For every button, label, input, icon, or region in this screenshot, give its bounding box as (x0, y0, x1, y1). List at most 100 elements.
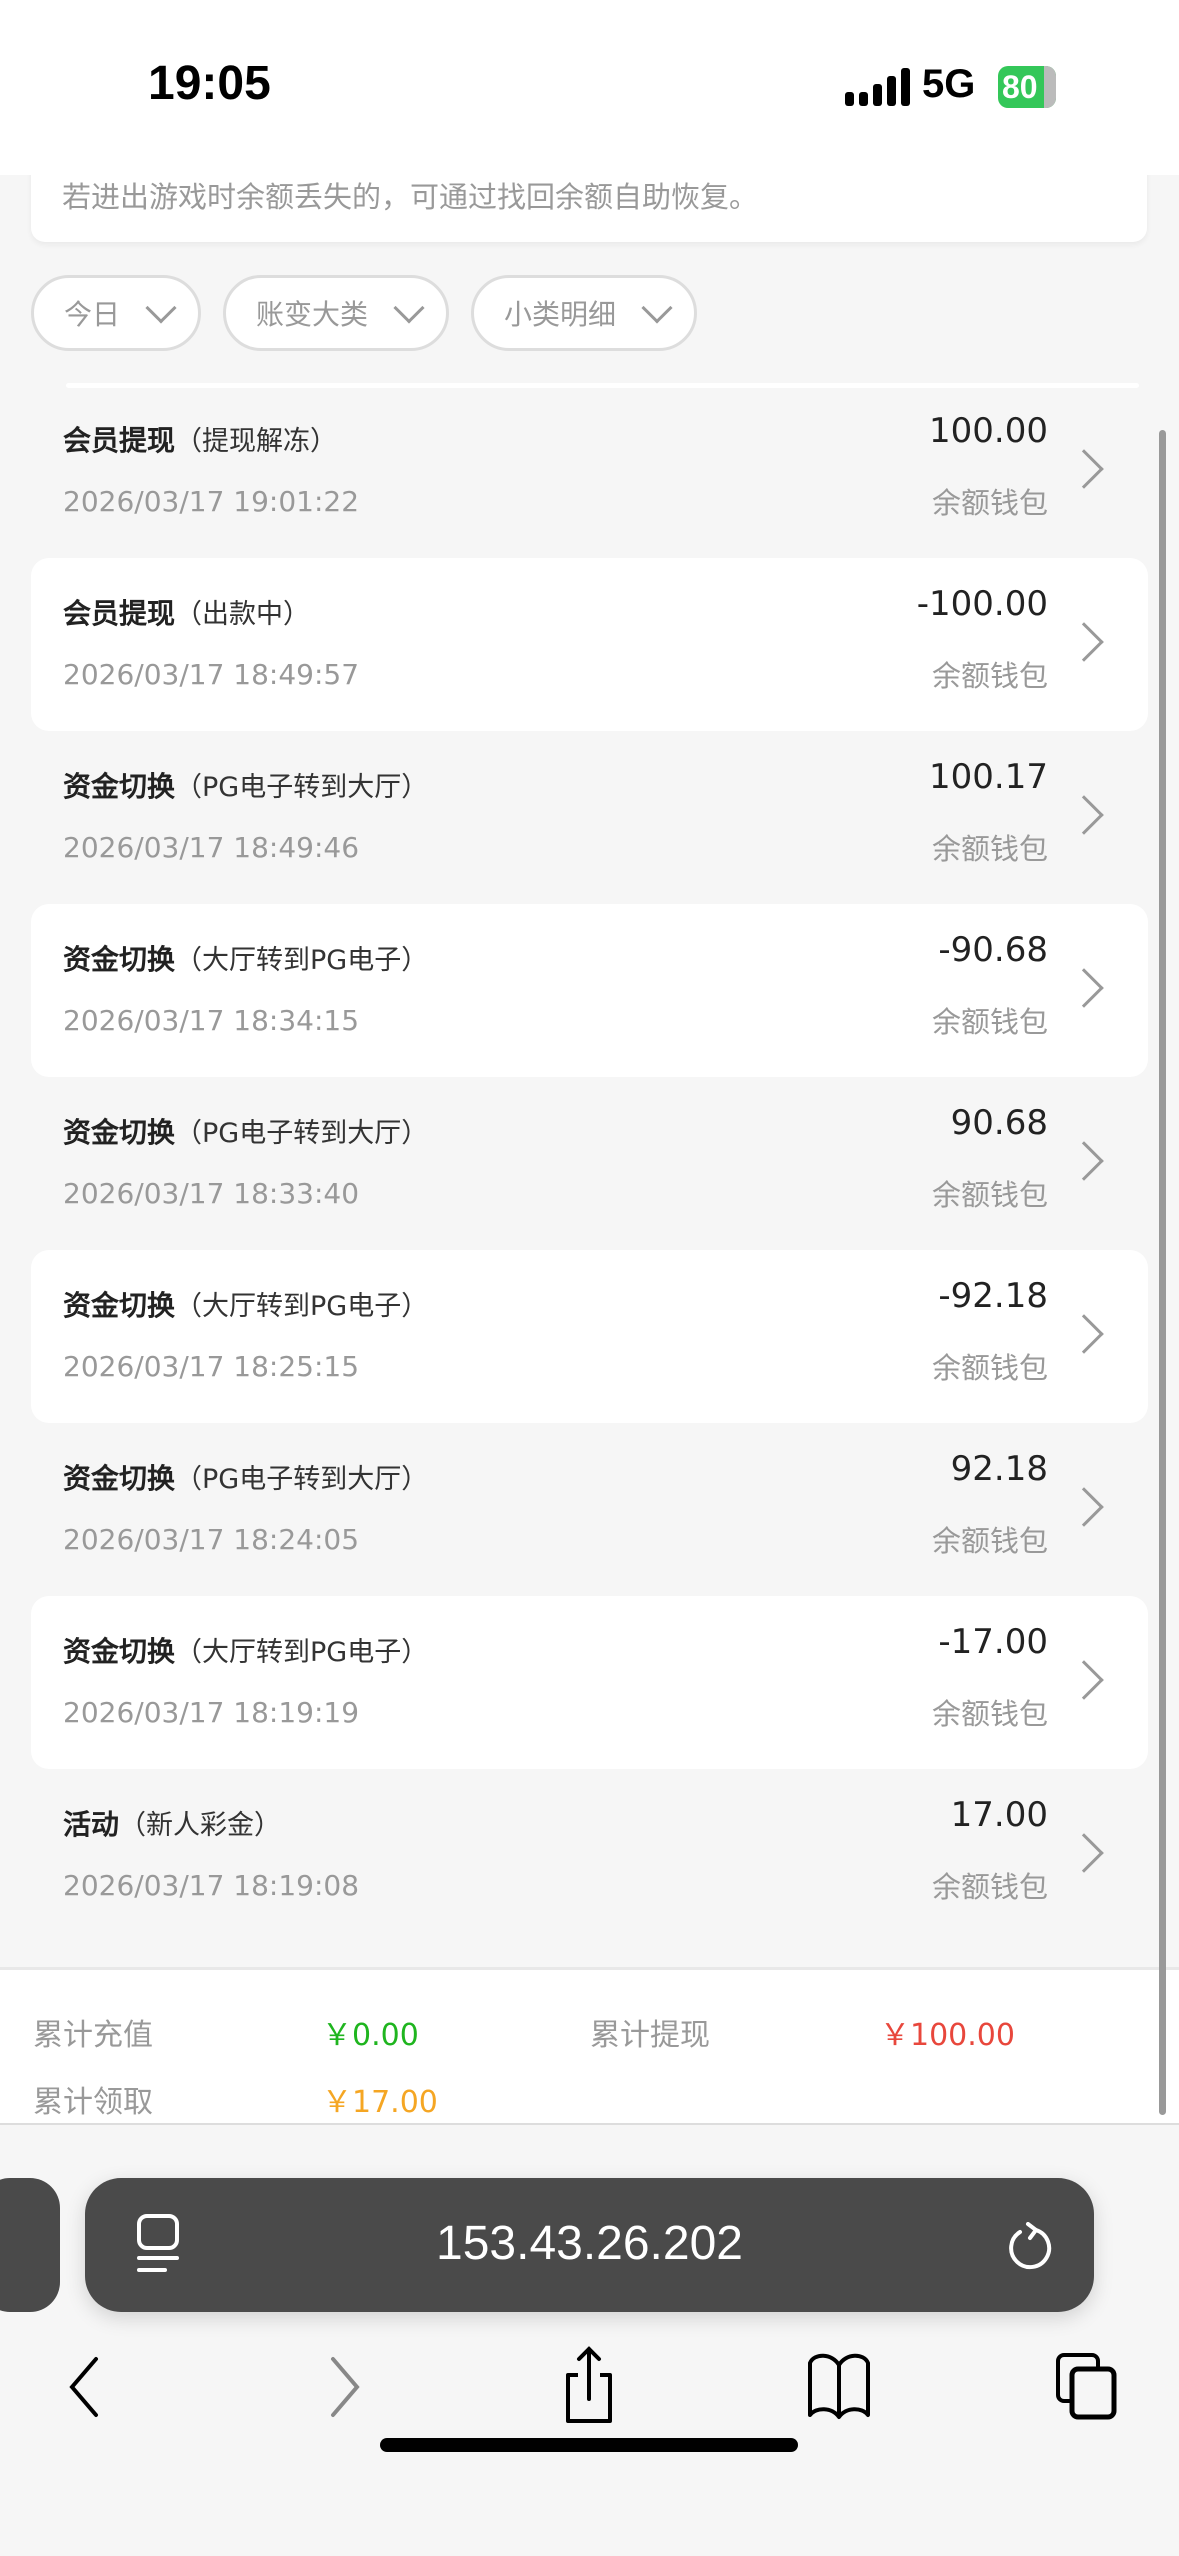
chevron-right-icon[interactable] (1064, 795, 1104, 835)
transaction-type: 资金切换 (63, 1116, 176, 1149)
transaction-row[interactable]: 活动（新人彩金） 2026/03/17 18:19:08 17.00 余额钱包 (31, 1769, 1148, 1942)
transaction-date: 2026/03/17 18:25:15 (63, 1350, 360, 1383)
withdraw-label: 累计提现 (590, 2018, 710, 2053)
status-bar: 19:05 5G 80 (0, 0, 1179, 175)
transaction-type: 资金切换 (63, 1635, 176, 1668)
chevron-right-icon[interactable] (1064, 968, 1104, 1008)
clock: 19:05 (148, 57, 271, 110)
transaction-type: 资金切换 (63, 1289, 176, 1322)
scrollbar[interactable] (1159, 430, 1166, 2115)
claim-label: 累计领取 (33, 2085, 153, 2120)
transaction-wallet: 余额钱包 (931, 1351, 1048, 1385)
transaction-type: 会员提现 (63, 597, 176, 630)
reader-icon[interactable] (137, 2212, 181, 2276)
transaction-date: 2026/03/17 18:19:08 (63, 1869, 360, 1902)
transaction-detail: （大厅转到PG电子） (175, 945, 429, 976)
filter-date[interactable]: 今日 (31, 275, 202, 351)
filter-subcategory[interactable]: 小类明细 (471, 275, 698, 351)
transaction-type: 资金切换 (63, 1462, 176, 1495)
transaction-date: 2026/03/17 18:49:57 (63, 658, 360, 691)
deposit-label: 累计充值 (33, 2018, 153, 2053)
chevron-right-icon[interactable] (1064, 449, 1104, 489)
transaction-date: 2026/03/17 18:49:46 (63, 831, 360, 864)
claim-value: ￥17.00 (322, 2085, 438, 2120)
transaction-date: 2026/03/17 19:01:22 (63, 485, 360, 518)
chevron-down-icon (145, 292, 177, 324)
transaction-wallet: 余额钱包 (931, 1178, 1048, 1212)
transaction-type: 会员提现 (63, 424, 176, 457)
transaction-row[interactable]: 资金切换（大厅转到PG电子） 2026/03/17 18:19:19 -17.0… (31, 1596, 1148, 1769)
transaction-title: 资金切换（PG电子转到大厅） (63, 765, 428, 805)
chevron-right-icon[interactable] (1064, 1141, 1104, 1181)
transaction-row[interactable]: 资金切换（大厅转到PG电子） 2026/03/17 18:25:15 -92.1… (31, 1250, 1148, 1423)
transaction-amount: -17.00 (938, 1622, 1048, 1662)
previous-tab-bar[interactable] (0, 2178, 60, 2312)
notice-text: 若进出游戏时余额丢失的，可通过找回余额自助恢复。 (62, 180, 759, 214)
filter-label: 账变大类 (256, 298, 369, 331)
chevron-right-icon[interactable] (1064, 1833, 1104, 1873)
transaction-detail: （PG电子转到大厅） (175, 772, 429, 803)
transaction-row[interactable]: 资金切换（PG电子转到大厅） 2026/03/17 18:49:46 100.1… (31, 731, 1148, 904)
transaction-detail: （新人彩金） (119, 1810, 282, 1841)
share-icon[interactable] (554, 2345, 624, 2425)
transaction-row[interactable]: 会员提现（提现解冻） 2026/03/17 19:01:22 100.00 余额… (31, 385, 1148, 558)
home-indicator (380, 2438, 798, 2452)
bookmarks-icon[interactable] (804, 2345, 874, 2425)
transaction-title: 资金切换（大厅转到PG电子） (63, 1630, 428, 1670)
filter-category[interactable]: 账变大类 (223, 275, 450, 351)
chevron-right-icon[interactable] (1064, 622, 1104, 662)
address-bar[interactable]: 153.43.26.202 (85, 2178, 1094, 2312)
chevron-right-icon[interactable] (1064, 1487, 1104, 1527)
transaction-wallet: 余额钱包 (931, 1524, 1048, 1558)
divider (66, 383, 1139, 388)
chevron-down-icon (641, 292, 673, 324)
chevron-right-icon[interactable] (1064, 1660, 1104, 1700)
summary-panel: 累计充值 ￥0.00 累计提现 ￥100.00 累计领取 ￥17.00 (0, 1967, 1179, 2125)
transaction-type: 资金切换 (63, 943, 176, 976)
transaction-amount: -90.68 (938, 930, 1048, 970)
transaction-detail: （出款中） (175, 599, 311, 630)
filter-bar: 今日 账变大类 小类明细 (31, 275, 698, 351)
transaction-title: 会员提现（提现解冻） (63, 419, 337, 459)
transaction-list: 会员提现（提现解冻） 2026/03/17 19:01:22 100.00 余额… (0, 385, 1179, 1942)
deposit-value: ￥0.00 (322, 2018, 419, 2053)
reload-icon[interactable] (1006, 2222, 1054, 2270)
battery-icon: 80 (998, 66, 1056, 108)
transaction-type: 活动 (63, 1808, 120, 1841)
transaction-wallet: 余额钱包 (931, 659, 1048, 693)
transaction-title: 活动（新人彩金） (63, 1803, 281, 1843)
transaction-amount: 90.68 (950, 1103, 1048, 1143)
signal-icon (845, 68, 910, 106)
url-text[interactable]: 153.43.26.202 (436, 2217, 743, 2270)
transaction-title: 资金切换（PG电子转到大厅） (63, 1111, 428, 1151)
transaction-row[interactable]: 资金切换（PG电子转到大厅） 2026/03/17 18:24:05 92.18… (31, 1423, 1148, 1596)
transaction-row[interactable]: 会员提现（出款中） 2026/03/17 18:49:57 -100.00 余额… (31, 558, 1148, 731)
transaction-wallet: 余额钱包 (931, 486, 1048, 520)
transaction-wallet: 余额钱包 (931, 1005, 1048, 1039)
transaction-amount: 100.00 (929, 411, 1048, 451)
network-type: 5G (922, 62, 976, 106)
filter-label: 小类明细 (504, 298, 617, 331)
transaction-detail: （PG电子转到大厅） (175, 1118, 429, 1149)
filter-label: 今日 (64, 298, 121, 331)
transaction-type: 资金切换 (63, 770, 176, 803)
transaction-amount: 100.17 (929, 757, 1048, 797)
chevron-right-icon[interactable] (1064, 1314, 1104, 1354)
transaction-wallet: 余额钱包 (931, 832, 1048, 866)
transaction-date: 2026/03/17 18:19:19 (63, 1696, 360, 1729)
transaction-date: 2026/03/17 18:33:40 (63, 1177, 360, 1210)
withdraw-value: ￥100.00 (880, 2018, 1015, 2053)
transaction-title: 资金切换（PG电子转到大厅） (63, 1457, 428, 1497)
transaction-row[interactable]: 资金切换（PG电子转到大厅） 2026/03/17 18:33:40 90.68… (31, 1077, 1148, 1250)
transaction-title: 会员提现（出款中） (63, 592, 310, 632)
tabs-icon[interactable] (1052, 2345, 1122, 2425)
transaction-detail: （大厅转到PG电子） (175, 1291, 429, 1322)
forward-icon[interactable] (307, 2345, 377, 2425)
transaction-row[interactable]: 资金切换（大厅转到PG电子） 2026/03/17 18:34:15 -90.6… (31, 904, 1148, 1077)
back-icon[interactable] (52, 2345, 122, 2425)
transaction-wallet: 余额钱包 (931, 1870, 1048, 1904)
transaction-date: 2026/03/17 18:34:15 (63, 1004, 360, 1037)
transaction-amount: 92.18 (950, 1449, 1048, 1489)
transaction-detail: （大厅转到PG电子） (175, 1637, 429, 1668)
transaction-title: 资金切换（大厅转到PG电子） (63, 938, 428, 978)
